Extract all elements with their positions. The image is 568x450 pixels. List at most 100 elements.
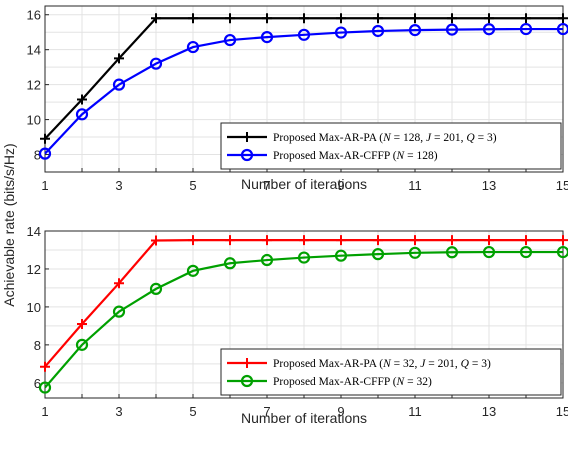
x-tick-label: 13	[482, 404, 496, 419]
data-point	[114, 278, 124, 289]
legend-entry: Proposed Max-AR-CFFP (N = 32)	[227, 374, 432, 388]
x-tick-label: 13	[482, 178, 496, 193]
data-point	[297, 28, 311, 41]
x-tick-label: 1	[41, 404, 48, 419]
legend: Proposed Max-AR-PA (N = 128, J = 201, Q …	[220, 122, 562, 170]
data-point	[519, 22, 533, 36]
data-point	[373, 13, 383, 24]
y-axis-label: Achievable rate (bits/s/Hz)	[1, 143, 17, 306]
x-tick-label: 1	[41, 178, 48, 193]
y-tick-label: 8	[34, 148, 41, 163]
data-point	[225, 13, 235, 24]
data-point	[299, 235, 309, 246]
y-tick-label: 12	[27, 262, 41, 277]
legend-marker	[242, 358, 252, 368]
data-point	[149, 57, 163, 70]
legend-box	[220, 122, 562, 170]
data-point	[373, 235, 383, 246]
data-point	[484, 235, 494, 246]
series-line	[44, 250, 563, 389]
data-point	[151, 13, 161, 24]
legend-entry: Proposed Max-AR-PA (N = 32, J = 201, Q =…	[227, 358, 491, 370]
x-tick-label: 7	[263, 404, 270, 419]
legend-label: Proposed Max-AR-PA (N = 32, J = 201, Q =…	[273, 358, 491, 370]
data-point	[186, 264, 200, 277]
data-point	[223, 33, 237, 47]
data-point	[186, 40, 200, 54]
data-point	[371, 24, 385, 38]
legend-marker	[240, 374, 254, 388]
data-point	[38, 381, 52, 394]
data-point	[75, 338, 89, 351]
data-point	[410, 13, 420, 24]
legend-label: Proposed Max-AR-CFFP (N = 128)	[273, 150, 438, 162]
legend-entry: Proposed Max-AR-CFFP (N = 128)	[227, 148, 438, 162]
data-point	[408, 24, 422, 37]
data-point	[447, 235, 457, 246]
data-point	[519, 245, 533, 259]
data-point	[151, 235, 161, 246]
data-point	[260, 31, 274, 44]
data-point	[558, 235, 568, 246]
legend-entry: Proposed Max-AR-PA (N = 128, J = 201, Q …	[227, 132, 497, 144]
data-point	[482, 245, 496, 259]
data-point	[484, 13, 494, 24]
series-line	[44, 27, 563, 155]
series-0	[40, 235, 568, 372]
data-point	[149, 282, 163, 295]
x-tick-label: 9	[337, 404, 344, 419]
data-point	[334, 26, 348, 39]
legend-marker	[240, 148, 254, 162]
data-point	[521, 235, 531, 246]
x-tick-label: 11	[408, 178, 422, 193]
x-tick-label: 15	[556, 404, 568, 419]
legend-label: Proposed Max-AR-CFFP (N = 32)	[273, 376, 432, 388]
data-point	[40, 133, 50, 144]
data-point	[188, 13, 198, 24]
data-point	[112, 78, 126, 91]
x-tick-label: 11	[408, 404, 422, 419]
data-point	[260, 253, 274, 267]
x-tick-label: 7	[263, 178, 270, 193]
data-point	[521, 13, 531, 24]
data-point	[371, 248, 385, 261]
data-point	[40, 361, 50, 372]
data-point	[334, 249, 348, 262]
data-point	[297, 251, 311, 264]
data-point	[445, 23, 459, 36]
series-1	[38, 22, 568, 160]
data-point	[262, 13, 272, 24]
data-point	[447, 13, 457, 24]
data-point	[408, 246, 422, 259]
legend-box	[220, 348, 562, 396]
legend-marker	[242, 132, 252, 142]
y-tick-label: 6	[34, 376, 41, 391]
data-point	[75, 108, 89, 121]
y-tick-label: 10	[27, 300, 41, 315]
data-point	[112, 305, 126, 318]
y-tick-label: 10	[27, 113, 41, 128]
data-point	[556, 22, 568, 36]
legend: Proposed Max-AR-PA (N = 32, J = 201, Q =…	[220, 348, 562, 396]
x-axis-label: Number of iterations	[241, 176, 367, 192]
x-tick-label: 5	[189, 178, 196, 193]
data-point	[262, 235, 272, 246]
data-point	[38, 147, 52, 160]
data-point	[188, 235, 198, 246]
data-point	[336, 235, 346, 246]
data-point	[299, 13, 309, 24]
x-tick-label: 5	[189, 404, 196, 419]
legend-label: Proposed Max-AR-PA (N = 128, J = 201, Q …	[273, 132, 497, 144]
data-point	[223, 257, 237, 270]
y-tick-label: 12	[27, 78, 41, 93]
series-0	[40, 13, 568, 144]
data-point	[114, 53, 124, 64]
series-1	[38, 245, 568, 394]
data-point	[77, 94, 87, 105]
data-point	[410, 235, 420, 246]
y-tick-label: 14	[27, 224, 41, 239]
data-point	[445, 246, 459, 259]
